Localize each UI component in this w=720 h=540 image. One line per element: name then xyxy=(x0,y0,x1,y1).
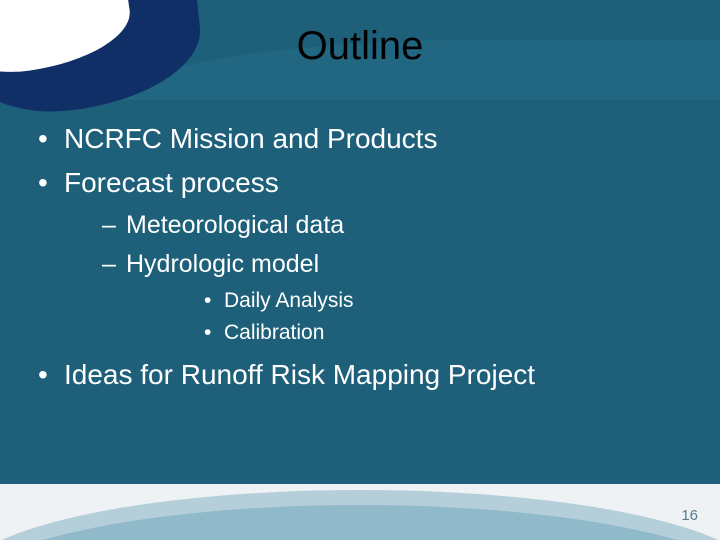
bullet-text: Ideas for Runoff Risk Mapping Project xyxy=(64,359,535,390)
slide: Outline NCRFC Mission and Products Forec… xyxy=(0,0,720,540)
bullet-text: Forecast process xyxy=(64,167,279,198)
bullet-item: Calibration xyxy=(126,318,680,348)
bullet-list-level3: Daily Analysis Calibration xyxy=(126,286,680,349)
bullet-item: Meteorological data xyxy=(64,208,680,243)
bullet-list-level2: Meteorological data Hydrologic model Dai… xyxy=(64,208,680,349)
bullet-list-level1: NCRFC Mission and Products Forecast proc… xyxy=(30,120,680,394)
bullet-text: Calibration xyxy=(224,321,324,344)
bullet-item: NCRFC Mission and Products xyxy=(30,120,680,158)
bullet-item: Daily Analysis xyxy=(126,286,680,316)
bullet-item: Hydrologic model Daily Analysis Calibrat… xyxy=(64,247,680,349)
bullet-text: Meteorological data xyxy=(126,211,344,239)
footer-decoration xyxy=(0,484,720,540)
bullet-item: Forecast process Meteorological data Hyd… xyxy=(30,164,680,349)
bullet-text: NCRFC Mission and Products xyxy=(64,123,437,154)
slide-title: Outline xyxy=(0,24,720,69)
bullet-text: Hydrologic model xyxy=(126,250,319,278)
slide-content: NCRFC Mission and Products Forecast proc… xyxy=(30,120,680,400)
page-number: 16 xyxy=(681,507,698,524)
bullet-text: Daily Analysis xyxy=(224,289,354,312)
bullet-item: Ideas for Runoff Risk Mapping Project xyxy=(30,356,680,394)
